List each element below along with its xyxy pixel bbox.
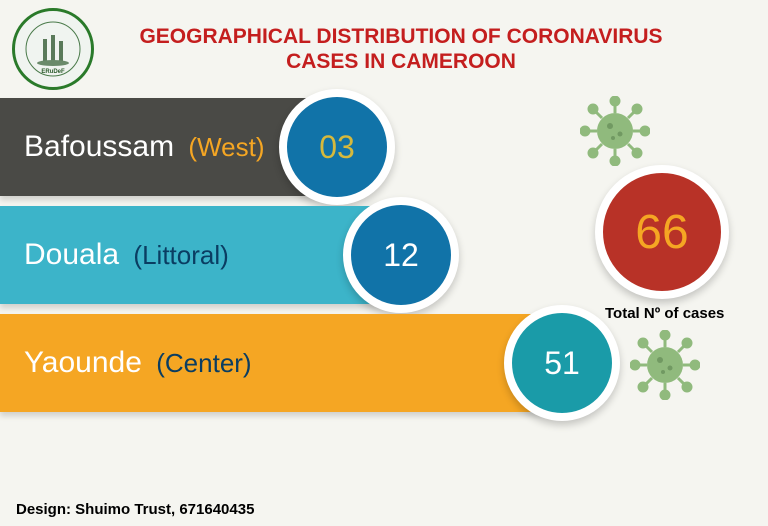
- city-label: Douala (Littoral): [24, 238, 229, 272]
- value-bubble: 12: [343, 197, 459, 313]
- city-label: Yaounde (Center): [24, 346, 252, 380]
- header: ERuDeF GEOGRAPHICAL DISTRIBUTION OF CORO…: [0, 0, 768, 94]
- value-bubble: 03: [279, 89, 395, 205]
- total-label: Total Nº of cases: [605, 305, 724, 322]
- city-label: Bafoussam (West): [24, 130, 265, 164]
- virus-icon: [580, 96, 650, 166]
- bar-yaounde: Yaounde (Center) 51: [0, 314, 612, 412]
- total-circle: 66: [595, 165, 729, 299]
- logo-erudef: ERuDeF: [12, 8, 94, 90]
- virus-icon: [630, 330, 700, 400]
- svg-text:ERuDeF: ERuDeF: [41, 69, 65, 75]
- footer-credit: Design: Shuimo Trust, 671640435: [16, 501, 254, 518]
- bar-bafoussam: Bafoussam (West) 03: [0, 98, 387, 196]
- page-title: GEOGRAPHICAL DISTRIBUTION OF CORONAVIRUS…: [106, 24, 756, 74]
- bar-douala: Douala (Littoral) 12: [0, 206, 451, 304]
- value-bubble: 51: [504, 305, 620, 421]
